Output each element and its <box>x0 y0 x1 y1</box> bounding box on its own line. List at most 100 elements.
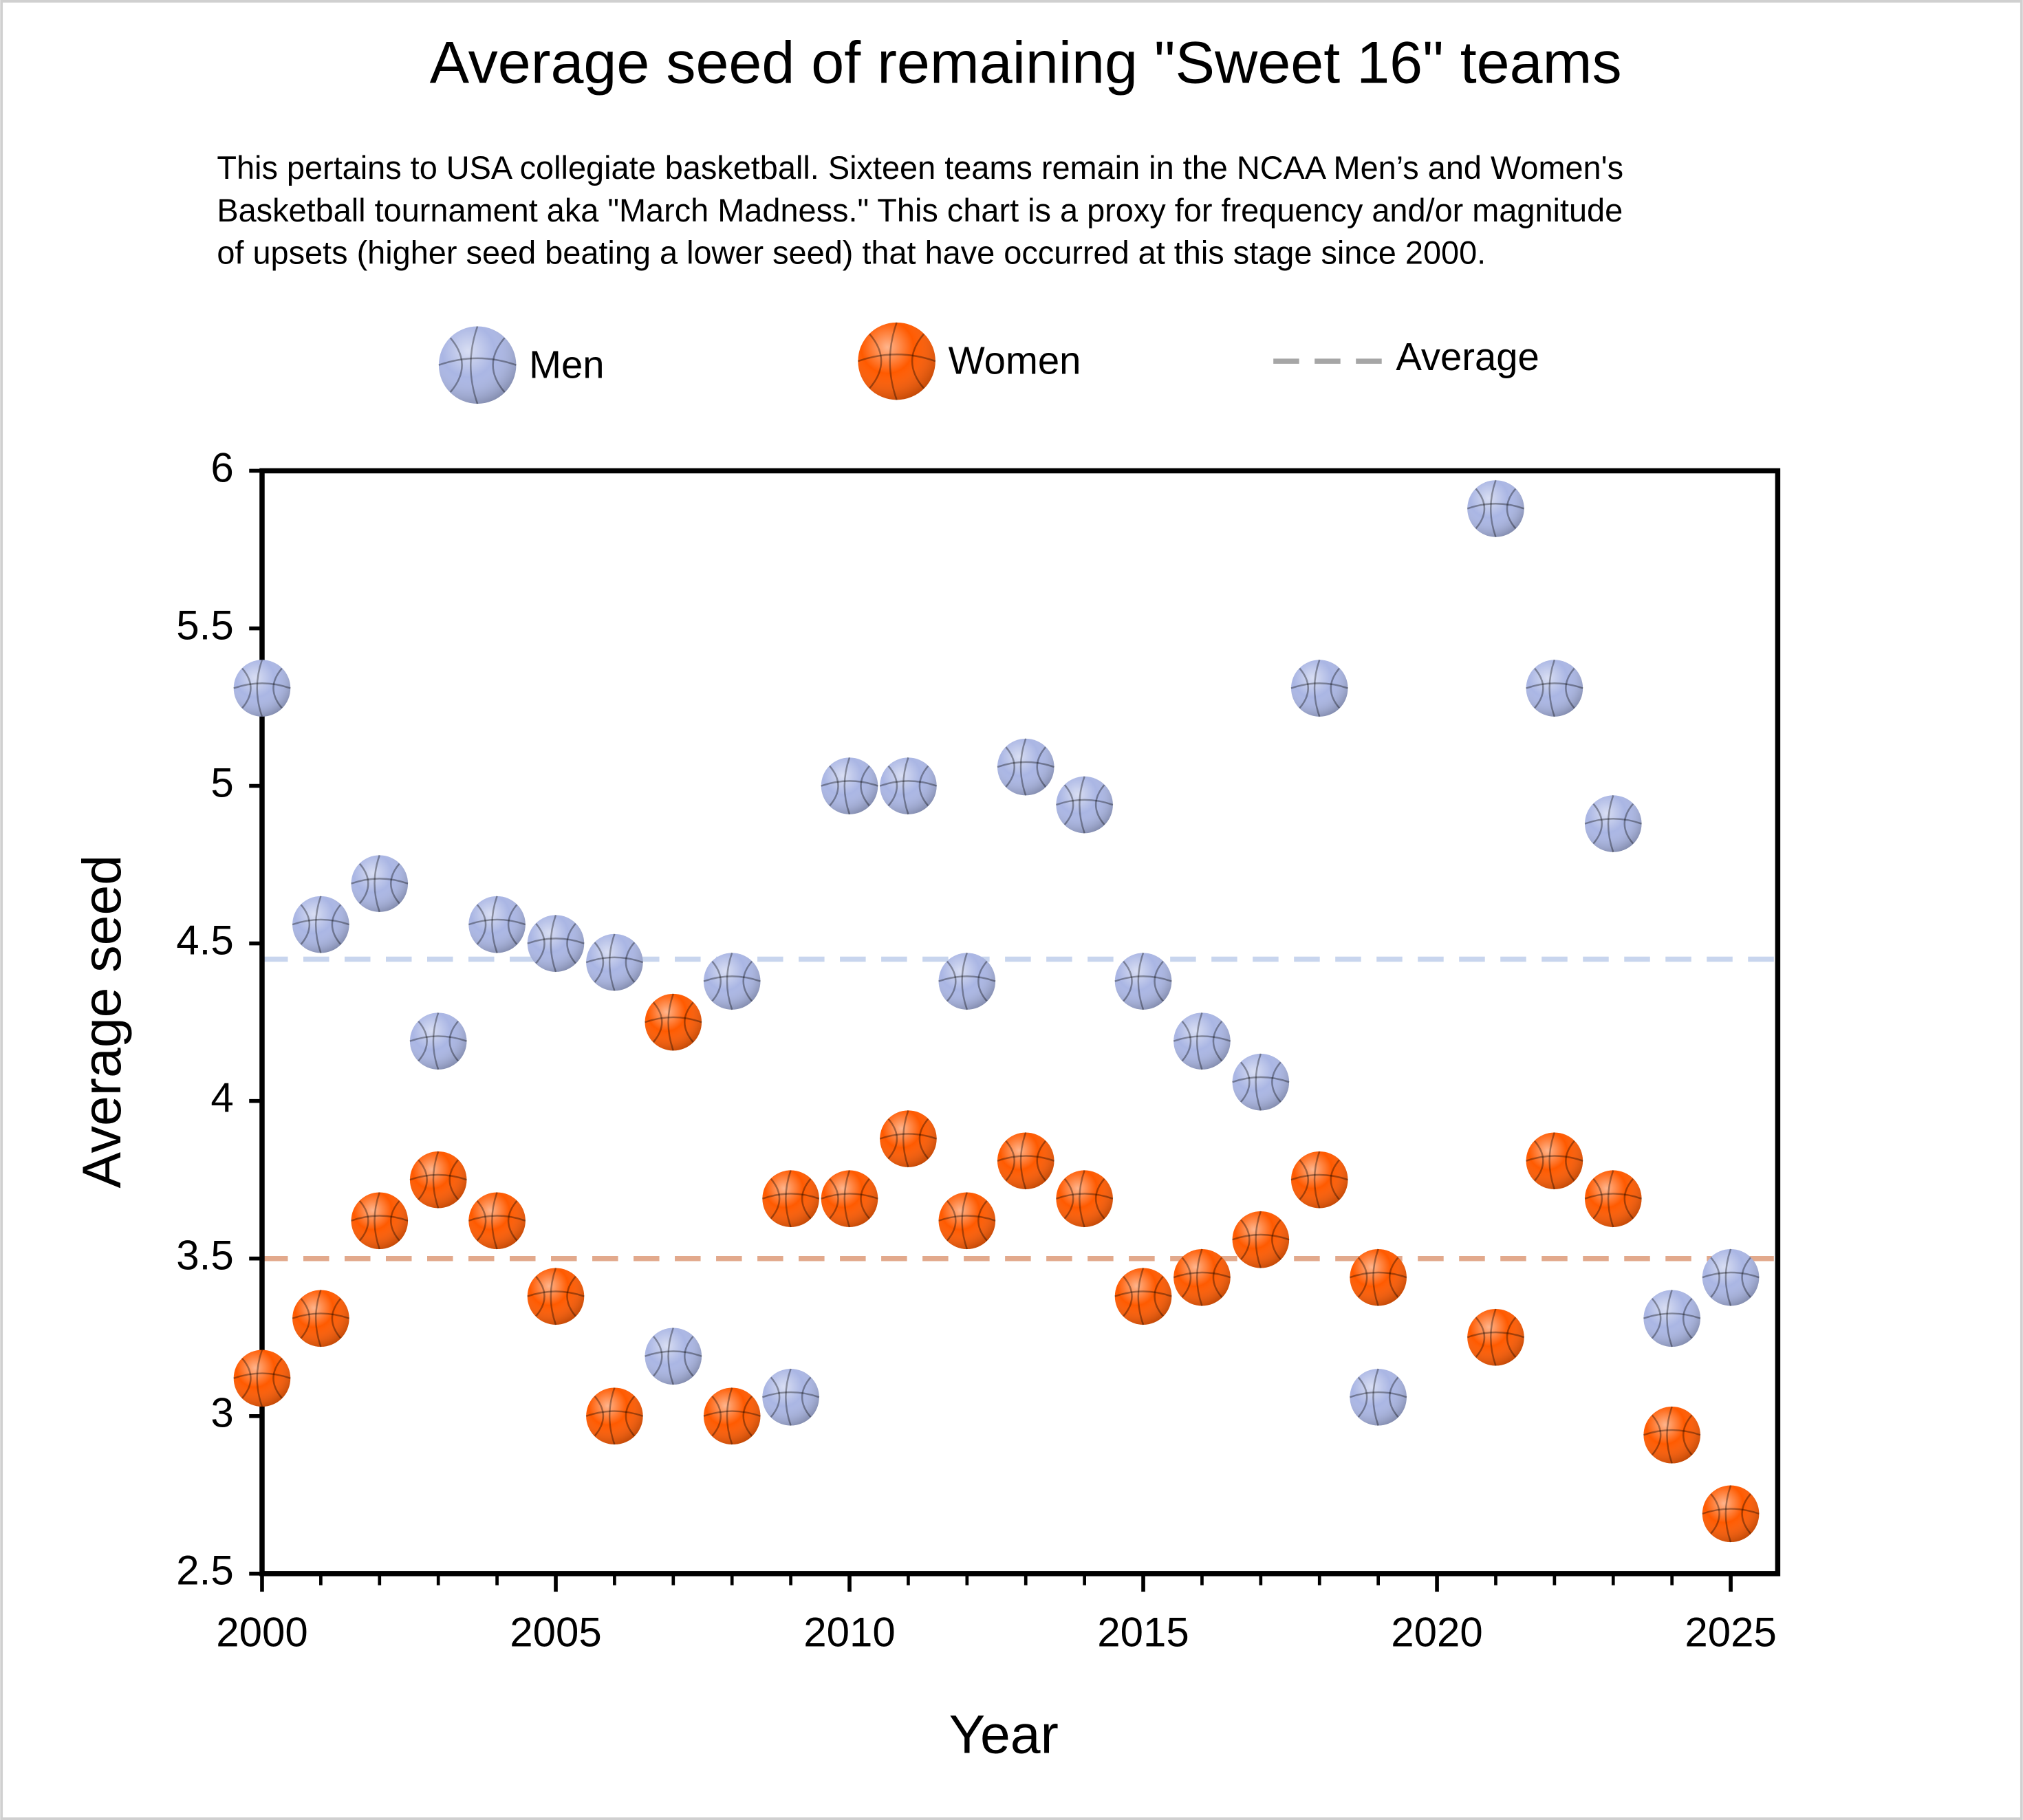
ball-shade <box>233 1350 291 1407</box>
ball-seam <box>1702 1508 1760 1515</box>
ball-seam <box>390 1200 400 1242</box>
ball-seam <box>1389 1257 1399 1298</box>
ball-seam <box>770 1178 781 1220</box>
ball-shade <box>762 1170 819 1227</box>
ball-shade <box>1232 1211 1290 1268</box>
data-point <box>645 1328 702 1385</box>
data-point <box>1173 1012 1231 1070</box>
ball-seam <box>1467 1331 1525 1339</box>
ball-seam <box>801 1178 812 1220</box>
ball-seam <box>1154 1276 1164 1317</box>
ball-seam <box>1565 1140 1575 1182</box>
legend-marker <box>857 322 936 400</box>
ball-seam <box>1643 1312 1701 1319</box>
ball-seam <box>1181 1257 1192 1298</box>
data-point <box>1232 1211 1290 1268</box>
ball-seam <box>1232 1233 1290 1241</box>
ball-seam <box>1592 803 1603 845</box>
ball-shade <box>997 738 1054 796</box>
ball-seam <box>1623 1178 1634 1220</box>
ball-seam <box>645 1350 702 1357</box>
ball-seam <box>997 1155 1054 1162</box>
ball-seam <box>314 1290 322 1347</box>
ball-seam <box>742 960 753 1002</box>
ball-shade <box>1056 776 1113 834</box>
ball-seam <box>785 1170 792 1228</box>
ball-seam <box>1666 1406 1673 1464</box>
ball-seam <box>726 952 733 1010</box>
ball-seam <box>476 904 487 945</box>
ball-seam <box>491 1192 498 1250</box>
ball-seam <box>351 1215 409 1222</box>
data-point <box>585 933 644 991</box>
ball-seam <box>1212 1257 1223 1298</box>
ball-seam <box>887 1118 898 1160</box>
ball-seam <box>1592 1178 1603 1220</box>
ball-shade <box>1350 1369 1407 1426</box>
ball-seam <box>374 854 380 913</box>
ball-shade <box>821 1170 878 1227</box>
ball-seam <box>1313 659 1321 717</box>
ball-seam <box>585 956 644 964</box>
ball-seam <box>879 780 938 787</box>
y-tick-label: 6 <box>210 444 233 490</box>
data-point <box>527 1268 585 1325</box>
ball-shade <box>938 1192 996 1250</box>
ball-shade <box>1526 1132 1583 1189</box>
ball-seam <box>860 765 870 807</box>
y-tick-label: 3.5 <box>176 1233 233 1279</box>
ball-seam <box>1372 1368 1379 1426</box>
ball-seam <box>1683 1414 1693 1455</box>
data-point <box>1114 1268 1172 1325</box>
data-point <box>1055 776 1114 834</box>
ball-shade <box>586 933 643 991</box>
ball-seam <box>1299 667 1309 709</box>
ball-seam <box>869 333 883 389</box>
ball-shade <box>1585 795 1642 852</box>
ball-seam <box>1095 1178 1105 1220</box>
ball-shade <box>438 326 517 404</box>
ball-seam <box>1240 1061 1251 1103</box>
ball-seam <box>711 960 722 1002</box>
ball-seam <box>1330 667 1341 709</box>
ball-seam <box>1079 776 1085 834</box>
ball-shade <box>821 757 878 814</box>
y-tick-label: 4 <box>210 1075 233 1121</box>
ball-seam <box>1490 479 1497 538</box>
ball-seam <box>1181 1020 1192 1062</box>
ball-seam <box>625 942 636 983</box>
data-point <box>1290 1151 1348 1209</box>
data-point <box>761 1170 820 1228</box>
x-tick-label: 2015 <box>1097 1610 1189 1656</box>
ball-seam <box>1299 1159 1309 1200</box>
ball-shade <box>1114 953 1172 1010</box>
ball-shade <box>938 953 996 1010</box>
ball-seam <box>843 1170 851 1228</box>
ball-seam <box>1565 667 1575 709</box>
ball-shade <box>1643 1407 1700 1464</box>
ball-seam <box>390 863 400 904</box>
ball-seam <box>1666 1290 1673 1347</box>
ball-shade <box>703 1387 761 1445</box>
ball-seam <box>625 1396 636 1437</box>
ball-seam <box>1389 1376 1399 1418</box>
ball-seam <box>292 1312 350 1319</box>
x-axis-label: Year <box>949 1704 1059 1765</box>
chart-title: Average seed of remaining "Sweet 16" tea… <box>430 30 1622 96</box>
y-tick-label: 2.5 <box>176 1548 233 1594</box>
ball-shade <box>858 322 935 400</box>
ball-seam <box>1255 1053 1262 1111</box>
ball-seam <box>470 326 479 404</box>
ball-shade <box>1526 660 1583 717</box>
ball-seam <box>821 1193 878 1200</box>
ball-seam <box>292 918 350 926</box>
ball-seam <box>550 1268 557 1325</box>
ball-seam <box>1271 1061 1281 1103</box>
ball-shade <box>703 953 761 1010</box>
ball-seam <box>1063 784 1074 825</box>
ball-seam <box>938 1215 996 1222</box>
ball-seam <box>1036 1140 1047 1182</box>
ball-shade <box>1585 1170 1642 1227</box>
ball-shade <box>1702 1485 1760 1543</box>
data-point <box>1232 1053 1290 1111</box>
